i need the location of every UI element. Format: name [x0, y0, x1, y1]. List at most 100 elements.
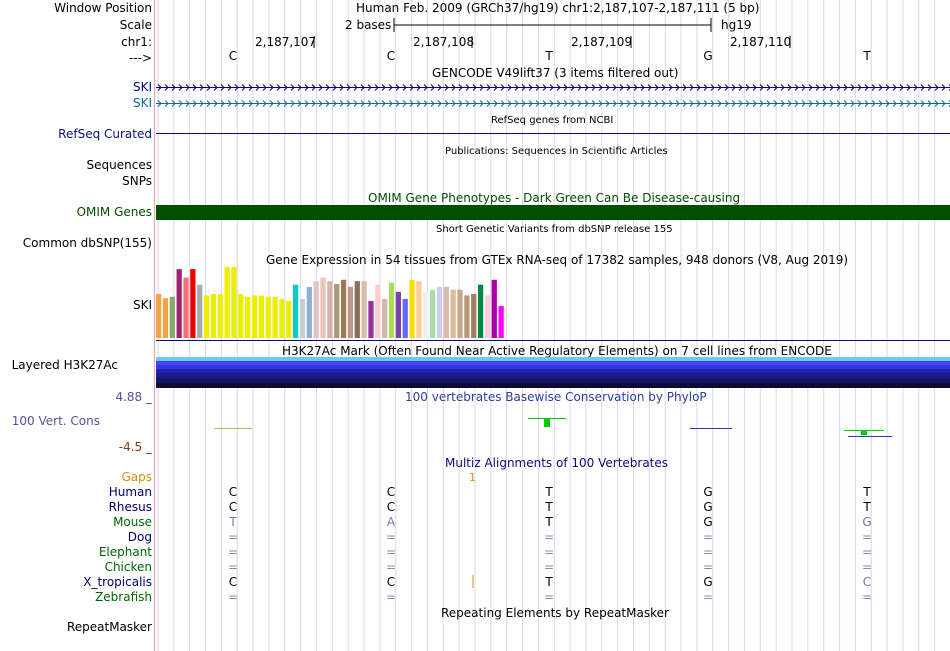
- x-tropicalis-insert-mark: [472, 575, 474, 588]
- species-label-human[interactable]: Human: [108, 485, 152, 499]
- gtex-tissue-bar[interactable]: [190, 269, 196, 338]
- species-label-rhesus[interactable]: Rhesus: [108, 500, 152, 514]
- gtex-tissue-bar[interactable]: [272, 296, 278, 338]
- gtex-tissue-bar[interactable]: [162, 298, 169, 338]
- gtex-tissue-bar[interactable]: [320, 277, 326, 338]
- gtex-tissue-bar[interactable]: [245, 296, 251, 338]
- gtex-tissue-bar[interactable]: [436, 286, 443, 338]
- gtex-tissue-bar[interactable]: [265, 296, 271, 338]
- alignment-base: =: [861, 530, 873, 544]
- alignment-base: =: [702, 545, 714, 559]
- reference-base: C: [386, 49, 396, 63]
- label-gtex-ski[interactable]: SKI: [132, 298, 152, 312]
- gtex-tissue-bar[interactable]: [382, 298, 388, 338]
- label-refseq[interactable]: RefSeq Curated: [58, 127, 152, 141]
- label-strand[interactable]: --->: [128, 51, 152, 65]
- alignment-base: =: [702, 530, 714, 544]
- gtex-tissue-bar[interactable]: [464, 295, 470, 338]
- label-phylop[interactable]: 100 Vert. Cons: [11, 414, 100, 428]
- alignment-base: =: [543, 590, 555, 604]
- gtex-tissue-bar[interactable]: [258, 295, 264, 338]
- gtex-tissue-bar[interactable]: [395, 291, 401, 338]
- gtex-tissue-bar[interactable]: [238, 293, 244, 338]
- alignment-base: =: [702, 560, 714, 574]
- species-label-chicken[interactable]: Chicken: [104, 560, 152, 574]
- gtex-tissue-bar[interactable]: [231, 267, 237, 338]
- gtex-tissue-bar[interactable]: [176, 269, 182, 338]
- h3k27ac-layers[interactable]: [156, 357, 950, 388]
- species-label-zebrafish[interactable]: Zebrafish: [95, 590, 152, 604]
- gtex-tissue-bar[interactable]: [430, 289, 436, 338]
- label-gencode-ski-1[interactable]: SKI: [132, 80, 152, 94]
- gtex-tissue-bar[interactable]: [156, 293, 162, 338]
- gtex-tissue-bar[interactable]: [217, 293, 223, 338]
- alignment-base: C: [386, 485, 396, 499]
- gtex-tissue-bar[interactable]: [169, 296, 175, 338]
- gtex-tissue-bar[interactable]: [299, 298, 306, 338]
- gap-count[interactable]: 1: [469, 471, 476, 484]
- gtex-tissue-bar[interactable]: [368, 301, 374, 338]
- gtex-tissue-bar[interactable]: [416, 281, 422, 338]
- assembly-position: Human Feb. 2009 (GRCh37/hg19) chr1:2,187…: [356, 1, 760, 15]
- gtex-tissue-bar[interactable]: [210, 293, 217, 338]
- label-gencode-ski-2[interactable]: SKI: [132, 96, 152, 110]
- gtex-tissue-bar[interactable]: [334, 284, 340, 338]
- label-repeatmasker[interactable]: RepeatMasker: [66, 620, 152, 634]
- phylop-wiggle[interactable]: [156, 410, 950, 442]
- label-snps[interactable]: SNPs: [122, 174, 152, 188]
- species-label-dog[interactable]: Dog: [127, 530, 152, 544]
- omim-gene-bar[interactable]: [156, 205, 950, 220]
- label-sequences[interactable]: Sequences: [86, 158, 152, 172]
- gtex-tissue-bar[interactable]: [409, 279, 415, 338]
- label-layered-h3k27ac[interactable]: Layered H3K27Ac: [11, 358, 118, 372]
- gtex-tissue-bar[interactable]: [457, 289, 463, 338]
- label-phylop-min: -4.5 _: [118, 440, 152, 454]
- gtex-tissue-bar[interactable]: [279, 298, 285, 338]
- gtex-tissue-bar[interactable]: [423, 291, 429, 338]
- position-tick: 2,187,109: [571, 35, 633, 49]
- dbsnp-title: Short Genetic Variants from dbSNP releas…: [436, 224, 673, 235]
- label-window-position: Window Position: [54, 1, 152, 15]
- gtex-tissue-bar[interactable]: [498, 306, 504, 338]
- gtex-tissue-bar[interactable]: [251, 295, 258, 338]
- gtex-tissue-bar[interactable]: [197, 284, 203, 338]
- gtex-tissue-bar[interactable]: [313, 281, 319, 338]
- gtex-tissue-bar[interactable]: [450, 289, 456, 338]
- species-label-x-tropicalis[interactable]: X_tropicalis: [83, 575, 152, 589]
- gtex-tissue-bar[interactable]: [183, 277, 189, 338]
- alignment-base: C: [228, 500, 238, 514]
- alignment-base: =: [385, 545, 397, 559]
- multiz-title: Multiz Alignments of 100 Vertebrates: [445, 456, 669, 470]
- gtex-tissue-bar[interactable]: [477, 284, 484, 338]
- alignment-base: =: [227, 590, 239, 604]
- gtex-tissue-bar[interactable]: [347, 286, 354, 338]
- gtex-tissue-bar[interactable]: [327, 281, 333, 338]
- gtex-tissue-bar[interactable]: [484, 295, 491, 338]
- label-gaps[interactable]: Gaps: [121, 470, 152, 484]
- gtex-tissue-bar[interactable]: [361, 281, 367, 338]
- gtex-tissue-bar[interactable]: [306, 286, 312, 338]
- refseq-gene-line[interactable]: [156, 128, 950, 138]
- species-label-mouse[interactable]: Mouse: [113, 515, 152, 529]
- alignment-base: =: [227, 530, 239, 544]
- label-phylop-max: 4.88 _: [115, 390, 152, 404]
- alignment-base: =: [861, 590, 873, 604]
- label-omim[interactable]: OMIM Genes: [76, 205, 152, 219]
- gtex-tissue-bar[interactable]: [471, 293, 477, 338]
- gtex-tissue-bar[interactable]: [286, 301, 292, 338]
- gtex-tissue-bar[interactable]: [375, 284, 381, 338]
- alignment-base: =: [702, 590, 714, 604]
- gtex-tissue-bar[interactable]: [224, 267, 230, 338]
- label-common-dbsnp[interactable]: Common dbSNP(155): [22, 236, 152, 250]
- gencode-transcripts[interactable]: [156, 80, 950, 110]
- gtex-tissue-bar[interactable]: [402, 298, 408, 338]
- gtex-tissue-bar[interactable]: [388, 282, 395, 338]
- gtex-tissue-bar[interactable]: [340, 279, 347, 338]
- gtex-tissue-bar[interactable]: [203, 295, 210, 338]
- gtex-bar-chart[interactable]: [156, 266, 950, 342]
- gtex-tissue-bar[interactable]: [354, 281, 360, 338]
- gtex-tissue-bar[interactable]: [293, 284, 299, 338]
- species-label-elephant[interactable]: Elephant: [98, 545, 152, 559]
- gtex-tissue-bar[interactable]: [491, 279, 497, 338]
- gtex-tissue-bar[interactable]: [443, 286, 449, 338]
